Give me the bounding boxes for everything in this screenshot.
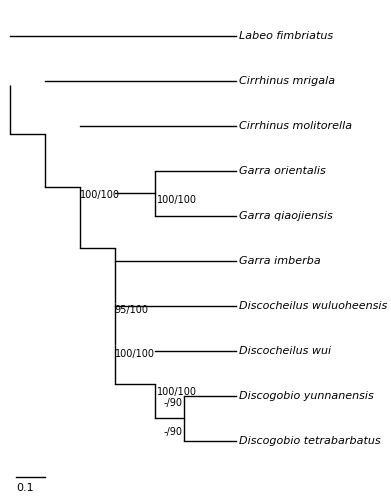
- Text: Discocheilus wuluoheensis: Discocheilus wuluoheensis: [239, 300, 387, 310]
- Text: Garra imberba: Garra imberba: [239, 256, 321, 266]
- Text: -/90: -/90: [164, 427, 183, 437]
- Text: -/90: -/90: [164, 398, 183, 408]
- Text: Cirrhinus molitorella: Cirrhinus molitorella: [239, 120, 352, 130]
- Text: 0.1: 0.1: [16, 484, 33, 494]
- Text: 100/100: 100/100: [115, 348, 154, 358]
- Text: Garra qiaojiensis: Garra qiaojiensis: [239, 210, 333, 220]
- Text: 100/100: 100/100: [80, 190, 120, 200]
- Text: Discogobio tetrabarbatus: Discogobio tetrabarbatus: [239, 436, 380, 446]
- Text: 100/100: 100/100: [157, 196, 197, 205]
- Text: Garra orientalis: Garra orientalis: [239, 166, 326, 175]
- Text: 100/100: 100/100: [157, 386, 197, 396]
- Text: Discocheilus wui: Discocheilus wui: [239, 346, 331, 356]
- Text: Discogobio yunnanensis: Discogobio yunnanensis: [239, 390, 373, 400]
- Text: Cirrhinus mrigala: Cirrhinus mrigala: [239, 76, 335, 86]
- Text: 95/100: 95/100: [115, 305, 149, 315]
- Text: Labeo fimbriatus: Labeo fimbriatus: [239, 30, 333, 40]
